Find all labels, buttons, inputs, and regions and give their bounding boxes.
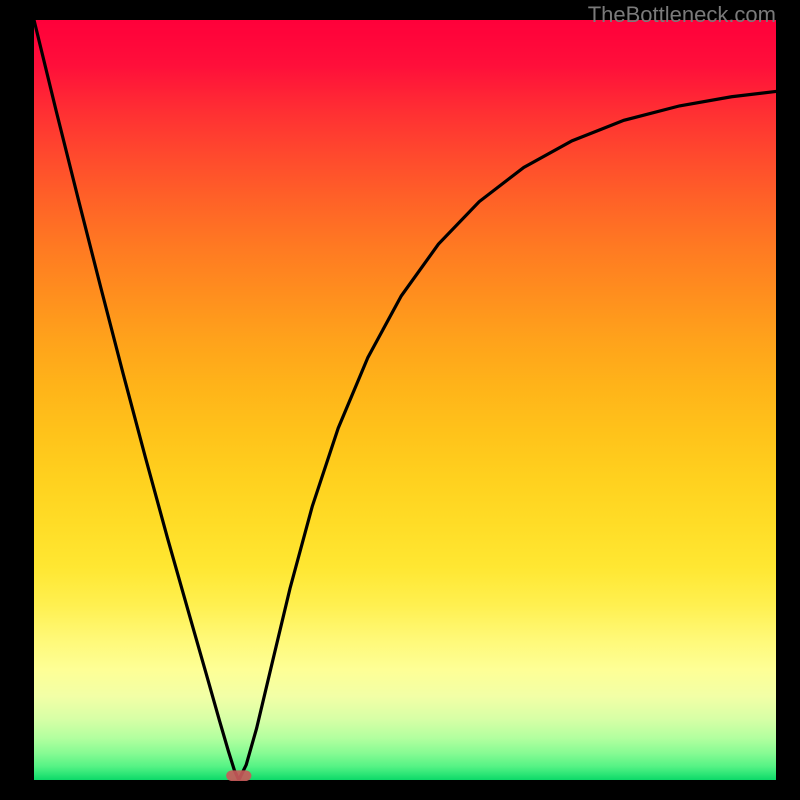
gradient-background (34, 20, 776, 780)
bottleneck-chart (0, 0, 800, 800)
watermark-text: TheBottleneck.com (588, 2, 776, 28)
optimal-point-marker (226, 770, 251, 781)
chart-stage: TheBottleneck.com (0, 0, 800, 800)
